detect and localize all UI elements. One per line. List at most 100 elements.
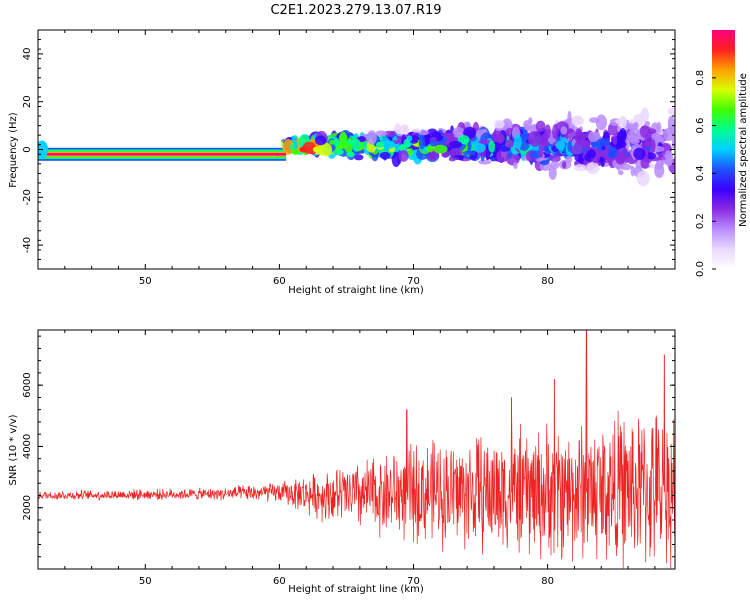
spectrogram-blob	[429, 139, 438, 147]
spectrogram-blob	[654, 162, 664, 170]
spectrogram-blob	[573, 164, 587, 172]
colorbar-tick-label: 0.0	[695, 261, 706, 277]
spectrogram-blob	[627, 128, 641, 143]
y-tick-label: 0	[22, 146, 33, 152]
spectrogram-blob	[315, 135, 327, 146]
spectrogram-blob	[375, 130, 388, 137]
spectrogram-blob	[567, 141, 572, 152]
spectrogram-blob	[662, 127, 675, 142]
y-tick-label: 20	[22, 95, 33, 108]
spectrogram-blob	[283, 138, 294, 155]
spectrogram-blob	[615, 140, 627, 148]
y-tick-label: -20	[22, 189, 33, 205]
spectrogram-hotspot	[346, 151, 355, 158]
spectrogram-blob	[357, 136, 366, 142]
y-tick-label: 2000	[22, 495, 33, 520]
y-tick-label: -40	[22, 237, 33, 253]
colorbar-tick-label: 0.2	[695, 213, 706, 229]
snr-xlabel: Height of straight line (km)	[288, 584, 424, 595]
x-tick-label: 70	[407, 576, 420, 587]
spectrogram-blob	[628, 124, 638, 131]
snr-ylabel: SNR (10 * v/v)	[8, 414, 19, 485]
x-tick-label: 60	[273, 276, 286, 287]
spectrogram-blob	[412, 128, 422, 133]
spectrogram-blob	[651, 139, 656, 153]
spectrogram-blob	[574, 128, 584, 144]
snr-panel: 50 60 70 80 2000 4000 6000 Height of straight …	[8, 329, 676, 595]
spectrogram-hotspot	[375, 141, 384, 148]
colorbar-gradient	[712, 30, 735, 269]
spectrogram-blob	[448, 140, 463, 149]
spectrogram-blob	[618, 115, 628, 129]
spectrogram-blob	[572, 116, 582, 125]
spectrogram-blob	[514, 134, 522, 150]
spectrogram-blob	[595, 114, 607, 131]
spectrogram-blob	[529, 150, 542, 159]
spectrogram-blob	[586, 162, 600, 175]
spectrogram-axes: 50 60 70 80 -40 -20 0 20 40	[22, 29, 675, 287]
spectrogram-blob	[398, 150, 409, 162]
spectrogram-blob	[640, 107, 650, 123]
spectrogram-blob	[630, 165, 635, 177]
snr-series-line	[38, 330, 675, 569]
spectrogram-blob	[552, 124, 559, 140]
spectrogram-blob	[366, 130, 377, 145]
spectrogram-blob	[617, 169, 624, 176]
y-tick-label: 4000	[22, 434, 33, 459]
spectrogram-blob	[462, 150, 476, 156]
spectrogram-blob	[612, 136, 618, 146]
spectrogram-blob	[320, 142, 333, 157]
colorbar: 0.0 0.2 0.4 0.6 0.8 Normalized spectral ampl…	[695, 30, 749, 277]
spectrogram-blob	[494, 119, 505, 129]
spectrogram-blob	[671, 136, 675, 150]
spectrogram-blob	[647, 128, 657, 134]
spectrogram-blob	[474, 142, 486, 153]
spectrogram-xlabel: Height of straight line (km)	[288, 285, 424, 296]
x-tick-label: 60	[273, 576, 286, 587]
figure-title: C2E1.2023.279.13.07.R19	[270, 3, 441, 18]
spectrogram-blob	[666, 159, 673, 165]
spectrogram-blob	[565, 155, 573, 164]
spectrogram-blob	[448, 156, 457, 162]
colorbar-tick-label: 0.6	[695, 118, 706, 134]
y-tick-label: 6000	[22, 372, 33, 397]
spectrogram-blob	[538, 142, 544, 158]
spectrogram-blob	[619, 163, 632, 171]
spectrogram-blob	[548, 166, 557, 180]
spectrogram-blob	[291, 136, 297, 142]
spectrogram-hotspot	[299, 146, 308, 153]
spectrogram-tone-band	[38, 153, 287, 156]
spectrogram-blob	[601, 145, 606, 150]
spectrogram-blob	[562, 160, 567, 169]
spectrogram-blob	[618, 127, 627, 143]
spectrogram-blob	[644, 120, 651, 127]
spectrogram-blob	[656, 121, 662, 133]
spectrogram-blob	[406, 135, 413, 142]
spectrogram-blob	[524, 125, 538, 131]
spectrogram-blob	[448, 148, 463, 158]
spectrogram-blob	[408, 148, 413, 156]
spectrogram-blob	[488, 140, 496, 153]
x-tick-label: 80	[541, 276, 554, 287]
spectrogram-blob	[640, 156, 650, 169]
spectrogram-blob	[344, 143, 353, 154]
spectrogram-blob	[441, 132, 454, 137]
spectrogram-blob	[505, 139, 514, 148]
x-tick-label: 80	[541, 576, 554, 587]
spectrogram-blob	[379, 151, 391, 160]
spectrogram-blob	[418, 134, 426, 150]
x-tick-label: 50	[139, 276, 152, 287]
spectrogram-blob	[639, 125, 650, 138]
spectrogram-blob	[636, 170, 650, 187]
spectrogram-blob	[586, 149, 596, 159]
spectrogram-blob	[633, 147, 646, 160]
spectrogram-blob	[569, 144, 584, 155]
spectrogram-blob	[457, 134, 470, 145]
spectrogram-hotspot	[398, 144, 407, 151]
spectrogram-blob	[628, 119, 636, 124]
snr-line-layer	[38, 330, 675, 569]
snr-frame	[37, 329, 676, 570]
spectrogram-blob	[426, 145, 435, 153]
spectrogram-blob	[289, 144, 295, 150]
